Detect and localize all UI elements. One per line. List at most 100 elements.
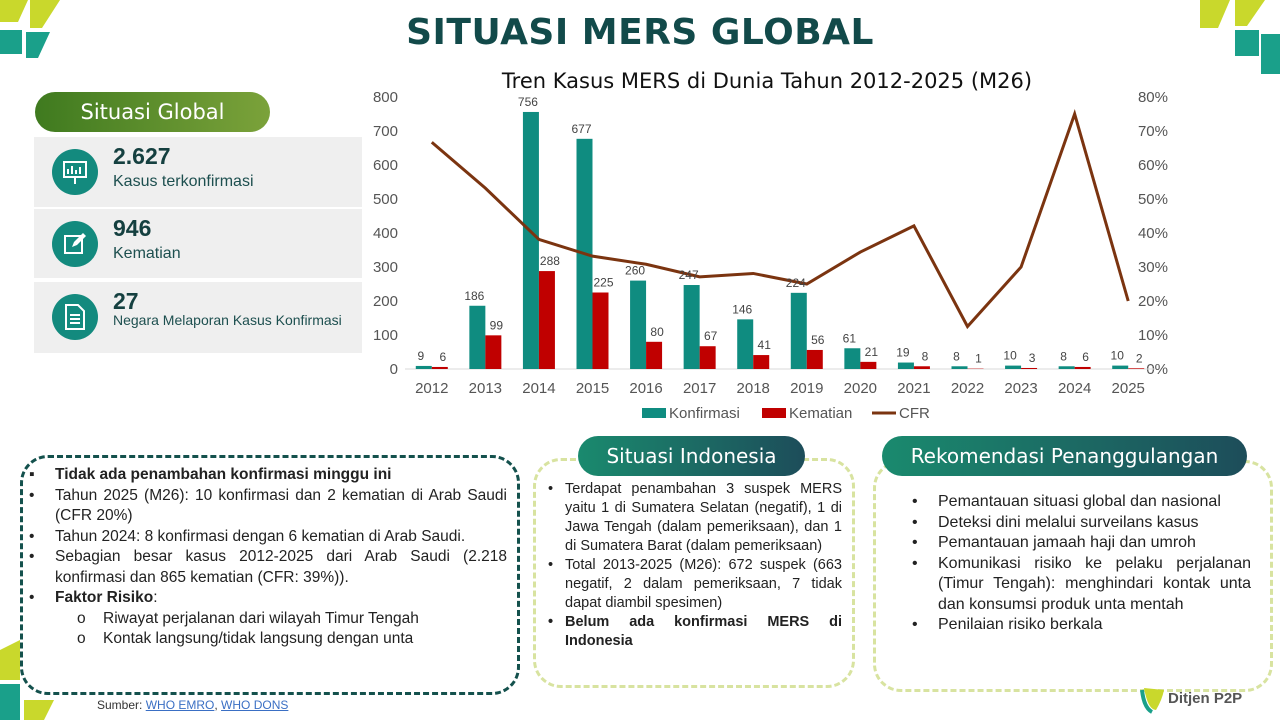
bar-kematian: [1074, 366, 1091, 369]
data-label: 61: [843, 331, 857, 345]
bar-konfirmasi: [415, 365, 432, 369]
source-link-who-emro[interactable]: WHO EMRO: [145, 698, 215, 712]
y-tick-label: 700: [373, 123, 398, 140]
bar-konfirmasi: [790, 292, 807, 369]
x-tick-label: 2014: [522, 380, 555, 397]
y2-tick-label: 70%: [1138, 123, 1168, 140]
y2-tick-label: 20%: [1138, 293, 1168, 310]
countries-label: Negara Melaporan Kasus Konfirmasi: [113, 312, 342, 328]
bar-kematian: [538, 271, 555, 369]
source-link-who-dons[interactable]: WHO DONS: [221, 698, 289, 712]
data-label: 8: [953, 349, 960, 363]
y-tick-label: 800: [373, 89, 398, 106]
chart-title: Tren Kasus MERS di Dunia Tahun 2012-2025…: [501, 69, 1032, 93]
data-label: 8: [1060, 349, 1067, 363]
deaths-label: Kematian: [113, 245, 181, 262]
data-label: 186: [464, 289, 484, 303]
x-tick-label: 2019: [790, 380, 823, 397]
x-tick-label: 2020: [844, 380, 877, 397]
stat-card-deaths: 946 Kematian: [34, 209, 362, 278]
bar-kematian: [860, 361, 877, 369]
bar-kematian: [646, 341, 663, 369]
data-label: 3: [1029, 351, 1036, 365]
y-tick-label: 100: [373, 327, 398, 344]
x-tick-label: 2023: [1004, 380, 1037, 397]
y-tick-label: 400: [373, 225, 398, 242]
corner-logo-decoration: [0, 0, 60, 58]
global-notes-panel: [20, 455, 520, 695]
bar-konfirmasi: [1112, 365, 1129, 369]
list-item: • Deteksi dini melalui surveilans kasus: [912, 513, 1199, 531]
bar-konfirmasi: [683, 285, 700, 369]
data-label: 99: [490, 318, 504, 332]
y-tick-label: 600: [373, 157, 398, 174]
data-label: 21: [865, 345, 879, 359]
bar-konfirmasi: [630, 280, 647, 369]
bar-kematian: [699, 346, 716, 369]
y2-tick-label: 40%: [1138, 225, 1168, 242]
data-label: 6: [439, 350, 446, 364]
list-item: • Pemantauan jamaah haji dan umroh: [912, 534, 1196, 551]
stat-card-countries: 27 Negara Melaporan Kasus Konfirmasi: [34, 282, 362, 353]
y2-tick-label: 10%: [1138, 327, 1168, 344]
y-tick-label: 0: [390, 361, 398, 378]
y-tick-label: 500: [373, 191, 398, 208]
ditjen-logo-icon: [1140, 688, 1164, 714]
bar-konfirmasi: [897, 362, 914, 369]
indonesia-list: • Terdapat penambahan 3 suspek MERS yaitu…: [548, 480, 842, 651]
bar-kematian: [431, 366, 448, 369]
data-label: 41: [758, 338, 772, 352]
data-label: 67: [704, 329, 718, 343]
x-tick-label: 2016: [629, 380, 662, 397]
bar-kematian: [1021, 367, 1038, 369]
legend-swatch: [762, 408, 786, 418]
bar-konfirmasi: [844, 348, 861, 369]
data-label: 224: [786, 276, 806, 290]
bar-konfirmasi: [951, 366, 968, 369]
confirmed-value: 2.627: [113, 143, 171, 169]
y-tick-label: 300: [373, 259, 398, 276]
bar-kematian: [1128, 368, 1145, 369]
list-subitem: o Riwayat perjalanan dari wilayah Timur T…: [77, 609, 419, 627]
list-item: • Tahun 2025 (M26): 10 konfirmasi dan 2 k…: [29, 486, 507, 525]
data-label: 6: [1082, 350, 1089, 364]
data-label: 247: [679, 268, 699, 282]
data-label: 10: [1003, 349, 1017, 363]
list-item: • Komunikasi risiko ke pelaku perjalanan …: [912, 554, 1251, 613]
x-tick-label: 2024: [1058, 380, 1091, 397]
data-label: 677: [571, 122, 591, 136]
global-notes-list: ▪ Tidak ada penambahan konfirmasi minggu …: [29, 465, 507, 650]
rekomendasi-header: Rekomendasi Penanggulangan: [882, 436, 1247, 476]
bar-kematian: [485, 335, 502, 369]
bar-konfirmasi: [1005, 365, 1022, 369]
list-item: • Total 2013-2025 (M26): 672 suspek (663 …: [548, 557, 842, 611]
edit-icon: [52, 221, 98, 267]
list-item: • Sebagian besar kasus 2012-2025 dari Ara…: [29, 548, 507, 586]
y2-tick-label: 60%: [1138, 157, 1168, 174]
y2-tick-label: 50%: [1138, 191, 1168, 208]
rekomendasi-list: • Pemantauan situasi global dan nasional …: [912, 492, 1251, 636]
data-label: 2: [1136, 351, 1143, 365]
list-item: • Penilaian risiko berkala: [912, 616, 1103, 633]
data-label: 19: [896, 346, 910, 360]
stat-card-confirmed: 2.627 Kasus terkonfirmasi: [34, 137, 362, 207]
x-tick-label: 2017: [683, 380, 716, 397]
data-label: 288: [540, 254, 560, 268]
list-item: • Belum ada konfirmasi MERS di Indonesia: [548, 614, 842, 649]
legend-label: Kematian: [789, 405, 852, 422]
data-label: 225: [593, 276, 613, 290]
data-label: 260: [625, 264, 645, 278]
bar-konfirmasi: [1058, 366, 1075, 369]
bar-kematian: [592, 292, 609, 369]
x-tick-label: 2015: [576, 380, 609, 397]
data-label: 1: [975, 352, 982, 366]
x-tick-label: 2025: [1112, 380, 1145, 397]
situasi-indonesia-header: Situasi Indonesia: [578, 436, 805, 476]
bar-konfirmasi: [469, 305, 486, 369]
data-label: 146: [732, 302, 752, 316]
ditjen-p2p-logo-text: Ditjen P2P: [1168, 690, 1243, 707]
list-item: • Faktor Risiko:: [29, 589, 158, 606]
list-item: ▪ Tidak ada penambahan konfirmasi minggu …: [29, 466, 392, 483]
data-label: 80: [650, 325, 664, 339]
y2-tick-label: 30%: [1138, 259, 1168, 276]
